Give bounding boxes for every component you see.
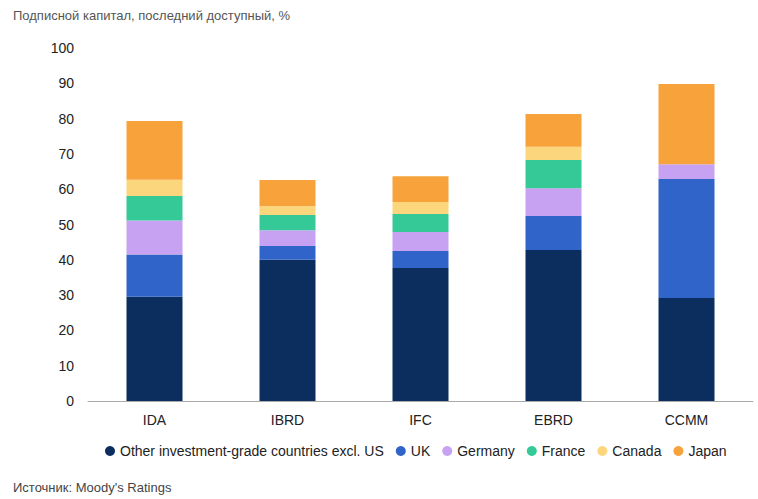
svg-text:0: 0 (66, 393, 74, 409)
svg-text:IBRD: IBRD (271, 412, 304, 428)
svg-text:30: 30 (58, 287, 74, 303)
svg-text:Japan: Japan (688, 443, 726, 459)
svg-text:Источник: Moody's Ratings: Источник: Moody's Ratings (13, 480, 172, 495)
svg-text:IDA: IDA (143, 412, 167, 428)
svg-text:IFC: IFC (409, 412, 432, 428)
svg-text:UK: UK (411, 443, 431, 459)
svg-text:10: 10 (58, 358, 74, 374)
svg-text:50: 50 (58, 217, 74, 233)
svg-text:20: 20 (58, 322, 74, 338)
svg-text:40: 40 (58, 252, 74, 268)
svg-text:France: France (542, 443, 586, 459)
svg-text:100: 100 (51, 40, 75, 56)
svg-text:EBRD: EBRD (534, 412, 573, 428)
svg-text:CCMM: CCMM (665, 412, 709, 428)
svg-text:Other investment-grade countri: Other investment-grade countries excl. U… (120, 443, 384, 459)
svg-text:60: 60 (58, 181, 74, 197)
svg-text:90: 90 (58, 75, 74, 91)
svg-text:Germany: Germany (457, 443, 515, 459)
svg-text:Подписной капитал, последний д: Подписной капитал, последний доступный, … (13, 8, 290, 23)
svg-text:70: 70 (58, 146, 74, 162)
svg-text:80: 80 (58, 111, 74, 127)
svg-text:Canada: Canada (612, 443, 661, 459)
